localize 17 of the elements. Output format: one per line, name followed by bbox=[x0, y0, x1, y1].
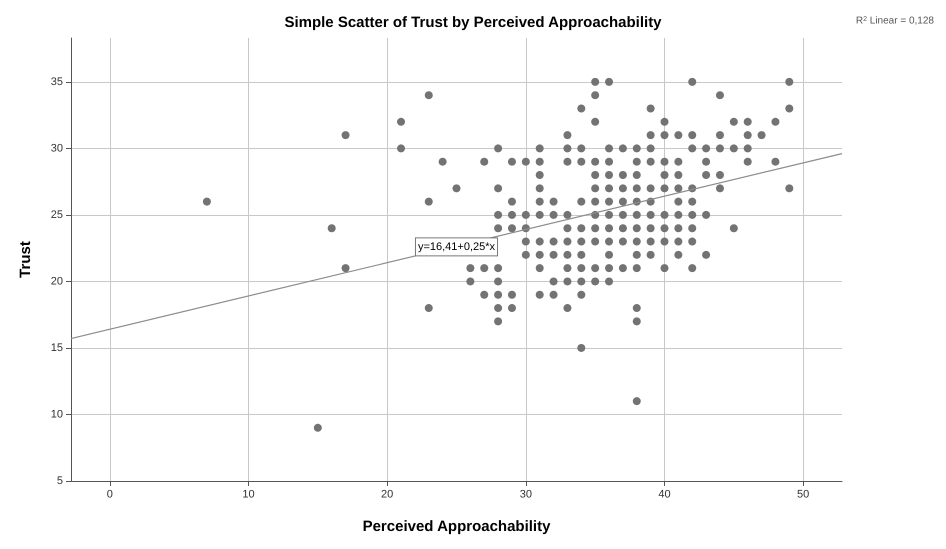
y-tick-label: 5 bbox=[56, 475, 63, 487]
x-tick-label: 50 bbox=[797, 488, 810, 500]
y-tick-label: 30 bbox=[50, 142, 63, 154]
x-tick-label: 10 bbox=[242, 488, 255, 500]
annotation: y=16,41+0,25*x bbox=[418, 240, 496, 253]
x-tick-label: 20 bbox=[381, 488, 394, 500]
x-tick-label: 30 bbox=[520, 488, 532, 500]
chart-title: Simple Scatter of Trust by Perceived Approachability bbox=[284, 14, 662, 31]
x-tick-label: 0 bbox=[106, 488, 113, 500]
x-axis-title: Perceived Approachability bbox=[362, 518, 552, 535]
x-tick-label: 40 bbox=[658, 488, 671, 500]
y-tick-label: 35 bbox=[50, 76, 63, 88]
y-tick-label: 15 bbox=[50, 342, 63, 354]
y-tick-label: 25 bbox=[50, 208, 63, 221]
y-axis-title: Trust bbox=[17, 241, 34, 278]
y-tick-label: 10 bbox=[50, 408, 63, 420]
y-tick-label: 20 bbox=[50, 275, 63, 288]
